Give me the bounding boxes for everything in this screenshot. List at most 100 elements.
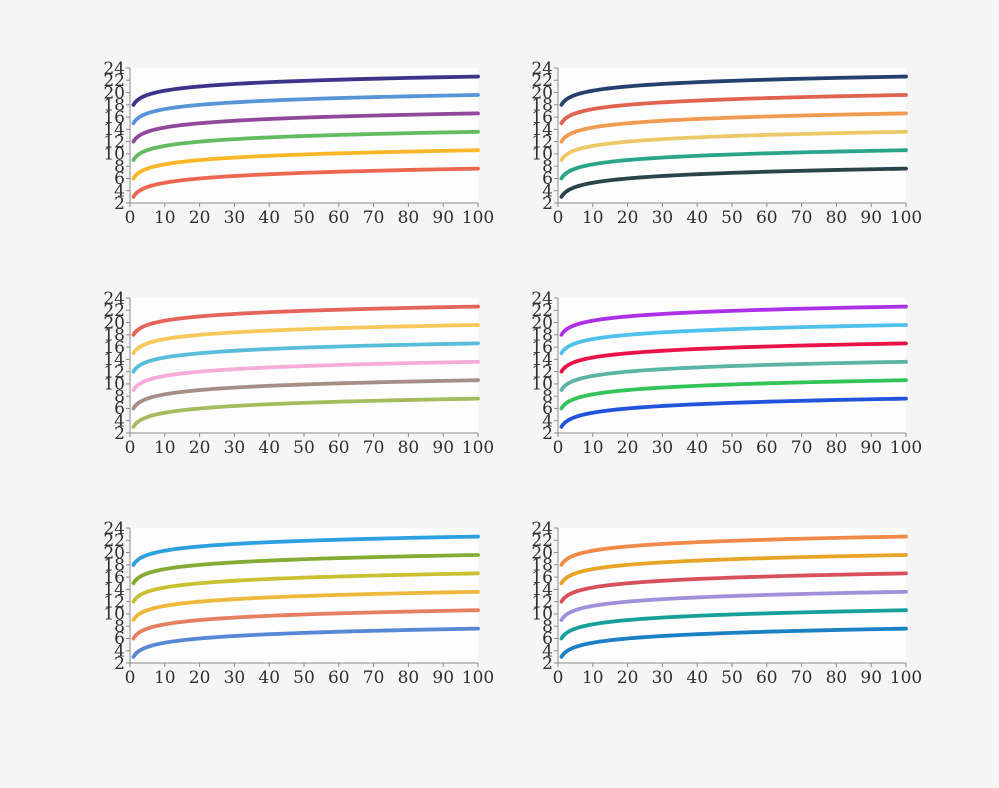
- y-tick-label: 20: [531, 313, 553, 333]
- x-tick-label: 50: [293, 668, 315, 688]
- y-tick-label: 2: [114, 654, 125, 674]
- series-line-golden-amber: [559, 553, 908, 586]
- y-tick-label: 16: [531, 338, 553, 358]
- x-tick-label: 100: [890, 668, 922, 688]
- series-line-medium-green: [131, 129, 480, 162]
- series-line-azure: [131, 534, 480, 567]
- y-tick-label: 8: [542, 617, 553, 637]
- y-tick-label: 22: [531, 301, 553, 321]
- y-tick-label: 16: [531, 108, 553, 128]
- y-tick-label: 10: [103, 145, 125, 165]
- y-tick-label: 24: [531, 59, 553, 79]
- x-tick-label: 80: [826, 438, 848, 458]
- y-tick-label: 4: [542, 642, 553, 662]
- y-tick-label: 20: [103, 543, 125, 563]
- y-tick-label: 24: [531, 519, 553, 539]
- x-tick-label: 80: [398, 438, 420, 458]
- x-tick-label: 50: [721, 438, 743, 458]
- y-tick-label: 4: [114, 642, 125, 662]
- x-tick-label: 40: [686, 668, 708, 688]
- y-tick-label: 12: [531, 592, 553, 612]
- series-line-gold: [559, 129, 908, 162]
- y-tick-label: 8: [114, 387, 125, 407]
- y-tick-label: 18: [531, 556, 553, 576]
- x-tick-label: 40: [686, 208, 708, 228]
- y-tick-label: 14: [103, 120, 125, 140]
- series-line-teal: [559, 608, 908, 641]
- x-tick-label: 0: [125, 438, 136, 458]
- x-tick-label: 40: [258, 668, 280, 688]
- x-tick-label: 20: [617, 668, 639, 688]
- x-tick-label: 40: [686, 438, 708, 458]
- x-tick-label: 30: [652, 668, 674, 688]
- y-tick-label: 6: [114, 169, 125, 189]
- y-tick-label: 20: [103, 313, 125, 333]
- x-tick-label: 100: [462, 208, 494, 228]
- series-line-rose-red: [559, 571, 908, 604]
- y-tick-label: 20: [531, 543, 553, 563]
- y-tick-label: 10: [103, 605, 125, 625]
- y-tick-label: 4: [542, 412, 553, 432]
- x-tick-label: 30: [652, 438, 674, 458]
- x-tick-label: 80: [398, 208, 420, 228]
- x-tick-label: 0: [125, 668, 136, 688]
- x-tick-label: 90: [860, 438, 882, 458]
- y-tick-label: 12: [531, 362, 553, 382]
- x-tick-label: 70: [363, 668, 385, 688]
- y-tick-label: 24: [531, 289, 553, 309]
- y-tick-label: 18: [531, 96, 553, 116]
- series-line-golden-yellow: [131, 323, 480, 356]
- series-line-violet: [559, 304, 908, 337]
- y-tick-label: 10: [103, 375, 125, 395]
- x-tick-label: 100: [462, 668, 494, 688]
- y-tick-label: 20: [103, 83, 125, 103]
- y-tick-label: 22: [103, 71, 125, 91]
- x-tick-label: 10: [582, 668, 604, 688]
- x-tick-label: 40: [258, 208, 280, 228]
- x-tick-label: 100: [462, 438, 494, 458]
- series-line-orange: [559, 534, 908, 567]
- x-tick-label: 30: [224, 668, 246, 688]
- x-tick-label: 0: [553, 668, 564, 688]
- series-line-lavender: [559, 589, 908, 622]
- x-tick-label: 60: [328, 208, 350, 228]
- series-line-plum-purple: [131, 111, 480, 144]
- y-tick-label: 2: [542, 194, 553, 214]
- y-tick-label: 2: [542, 424, 553, 444]
- x-tick-label: 70: [363, 208, 385, 228]
- y-tick-label: 18: [103, 556, 125, 576]
- x-tick-label: 50: [721, 208, 743, 228]
- y-tick-label: 24: [103, 59, 125, 79]
- x-tick-label: 60: [756, 438, 778, 458]
- y-tick-label: 2: [114, 424, 125, 444]
- series-line-olive: [131, 553, 480, 586]
- series-line-olive-green: [131, 396, 480, 429]
- x-tick-label: 60: [756, 208, 778, 228]
- y-tick-label: 16: [531, 568, 553, 588]
- x-tick-label: 60: [328, 438, 350, 458]
- x-tick-label: 90: [860, 668, 882, 688]
- series-line-teal-green: [559, 148, 908, 181]
- x-tick-label: 50: [293, 208, 315, 228]
- x-tick-label: 90: [432, 208, 454, 228]
- y-tick-label: 8: [114, 157, 125, 177]
- x-tick-label: 70: [791, 438, 813, 458]
- y-tick-label: 22: [531, 531, 553, 551]
- y-tick-label: 8: [542, 157, 553, 177]
- x-tick-label: 90: [860, 208, 882, 228]
- series-line-crimson: [559, 341, 908, 374]
- x-tick-label: 0: [553, 438, 564, 458]
- x-tick-label: 90: [432, 438, 454, 458]
- x-tick-label: 30: [224, 438, 246, 458]
- x-tick-label: 20: [617, 208, 639, 228]
- x-tick-label: 100: [890, 438, 922, 458]
- y-tick-label: 6: [542, 629, 553, 649]
- x-tick-label: 80: [826, 208, 848, 228]
- x-tick-label: 70: [791, 208, 813, 228]
- x-tick-label: 90: [432, 668, 454, 688]
